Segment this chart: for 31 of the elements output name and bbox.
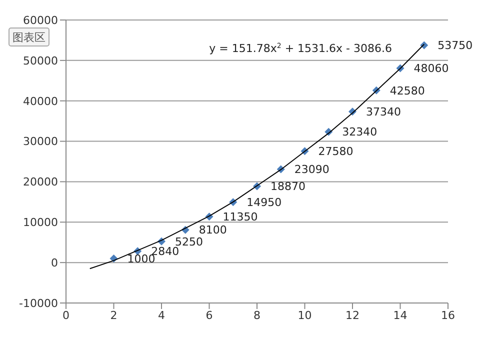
data-label: 8100 <box>198 224 227 237</box>
y-tick-label: -10000 <box>19 296 58 310</box>
y-tick-label: 50000 <box>23 54 58 68</box>
y-tick-label: 30000 <box>23 135 58 148</box>
y-tick-label: 40000 <box>23 94 58 108</box>
data-label: 5250 <box>175 235 204 248</box>
data-label: 18870 <box>270 180 306 194</box>
data-label: 42580 <box>390 84 425 98</box>
x-tick-label: 6 <box>206 308 213 322</box>
x-tick-label: 4 <box>158 308 165 322</box>
x-tick-label: 12 <box>346 308 360 322</box>
data-label: 27580 <box>318 144 354 158</box>
annotation: y = 151.78x$^{2}$ + 1531.6x - 3086.6 <box>209 42 392 55</box>
x-tick-label: 2 <box>110 308 118 322</box>
text: 图表区 <box>12 31 46 44</box>
data-label: 32340 <box>342 126 378 139</box>
data-label: 14950 <box>246 196 282 210</box>
y-tick-label: 60000 <box>23 14 58 27</box>
x-tick-label: 16 <box>441 308 455 322</box>
y-tick-label: 10000 <box>23 216 58 230</box>
data-label: 37340 <box>366 106 402 119</box>
data-label: 23090 <box>294 163 330 176</box>
y-tick-label: 0 <box>51 256 58 270</box>
data-label: 11350 <box>222 210 258 224</box>
x-tick-label: 10 <box>298 308 312 322</box>
y-tick-label: 20000 <box>23 176 58 189</box>
data-label: 48060 <box>414 62 449 76</box>
x-tick-label: 0 <box>62 308 70 322</box>
data-label: 53750 <box>438 39 473 52</box>
x-tick-label: 14 <box>393 308 408 322</box>
x-tick-label: 8 <box>254 308 260 322</box>
